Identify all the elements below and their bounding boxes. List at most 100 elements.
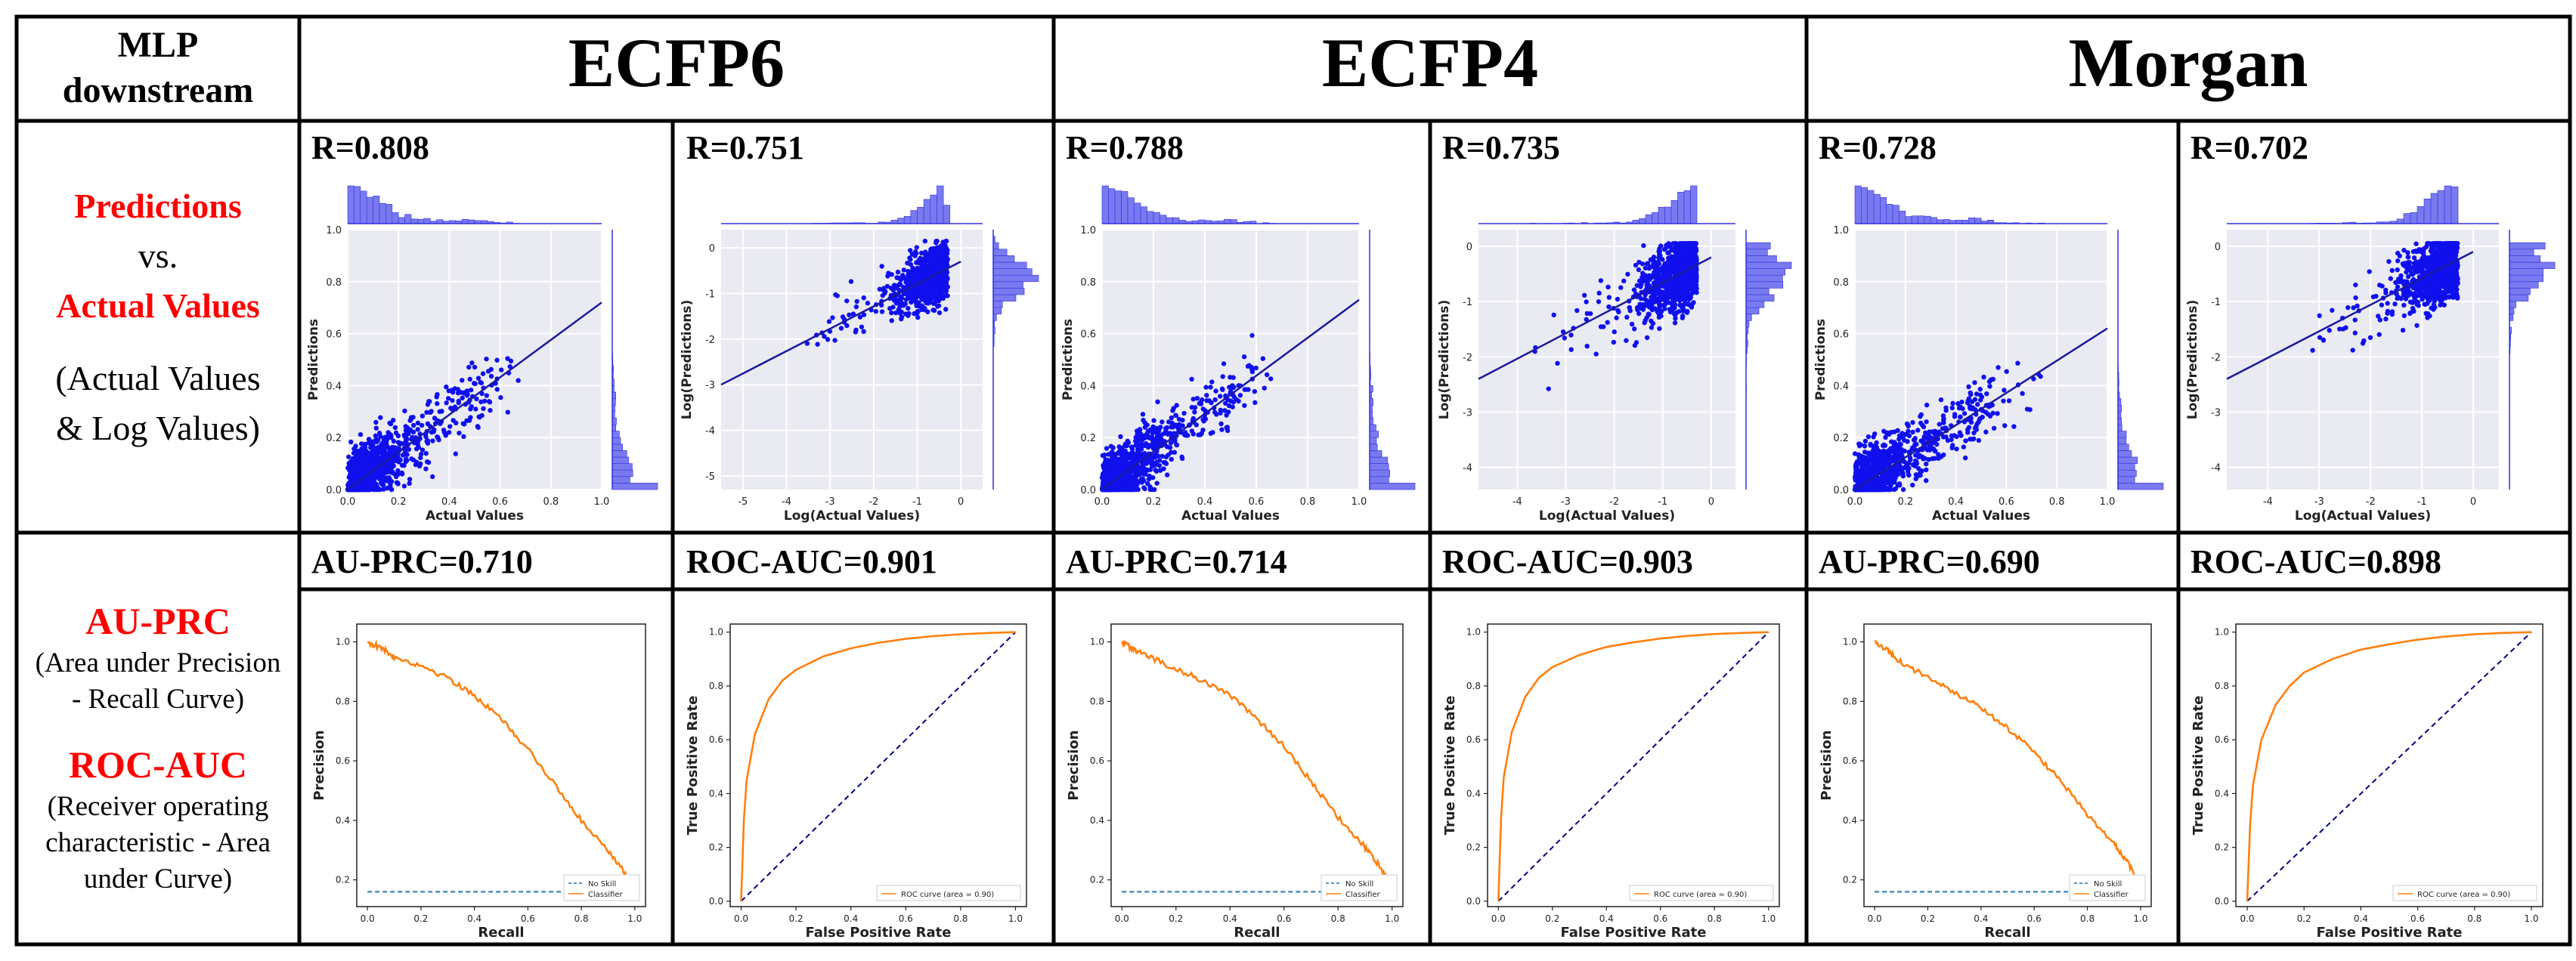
scatter-point (1673, 252, 1679, 258)
scatter-point (1137, 437, 1142, 443)
scatter-point (1974, 421, 1980, 427)
scatter-point (350, 465, 356, 470)
scatter-point (1160, 439, 1165, 445)
scatter-point (365, 452, 370, 457)
marginal-bar-y (1369, 437, 1377, 445)
x-tick-label: -3 (1561, 496, 1571, 508)
scatter-point (488, 373, 494, 379)
scatter-point (918, 250, 924, 256)
scatter-point (1148, 457, 1153, 462)
scatter-point (1862, 443, 1868, 449)
scatter-point (1163, 425, 1169, 431)
scatter-point (418, 451, 424, 457)
scatter-point (1915, 465, 1921, 471)
scatter-point (1957, 414, 1963, 420)
marginal-bar-x (410, 218, 418, 224)
scatter-point (1656, 314, 1662, 320)
marginal-bar-x (1658, 207, 1665, 224)
scatter-point (943, 283, 949, 289)
scatter-point (1682, 241, 1687, 246)
scatter-point (1106, 452, 1111, 457)
scatter-point (1674, 310, 1680, 315)
scatter-point (921, 274, 927, 280)
scatter-point (1252, 400, 1258, 406)
scatter-point (1189, 404, 1195, 410)
scatter-point (478, 379, 483, 385)
x-tick-label: 0 (1708, 496, 1714, 508)
scatter-point (1888, 429, 1894, 435)
scatter-point (1156, 428, 1162, 433)
scatter-point (1949, 445, 1955, 451)
scatter-point (1221, 361, 1227, 366)
scatter-point (346, 454, 351, 459)
scatter-point (494, 387, 500, 392)
marginal-bar-y (1745, 307, 1760, 315)
scatter-point (1954, 447, 1959, 452)
scatter-point (373, 437, 379, 443)
marginal-bar-y (1745, 301, 1765, 308)
scatter-point (1667, 263, 1673, 268)
scatter-point (447, 424, 453, 429)
scatter-point (1629, 321, 1635, 327)
marginal-bar-y (1369, 476, 1389, 484)
r-label-ecfp4-log: R=0.735 (1442, 129, 1560, 166)
scatter-point (1652, 261, 1658, 266)
marginal-bar-x (943, 205, 951, 224)
scatter-point (392, 447, 398, 452)
scatter-point (1858, 456, 1864, 462)
scatter-point (1222, 400, 1228, 406)
scatter-point (915, 314, 921, 320)
scatter-point (507, 364, 512, 369)
scatter-point (1677, 298, 1683, 304)
scatter-point (1642, 320, 1647, 326)
scatter-point (449, 388, 454, 393)
scatter-point (1857, 475, 1862, 480)
scatter-point (1963, 438, 1968, 443)
marginal-bar-x (354, 186, 361, 224)
marginal-bar-y (992, 288, 1025, 295)
scatter-point (505, 356, 510, 361)
scatter-point (912, 268, 917, 274)
scatter-point (1118, 434, 1123, 440)
scatter-point (418, 455, 423, 461)
scatter-point (1926, 456, 1931, 462)
scatter-point (1647, 277, 1652, 283)
scatter-point (1662, 306, 1667, 311)
scatter-point (1155, 453, 1161, 459)
scatter-point (1636, 259, 1642, 265)
scatter-point (381, 487, 386, 492)
scatter-point (1122, 441, 1128, 447)
scatter-point (415, 427, 420, 432)
scatter-point (861, 312, 867, 317)
scatter-point (1981, 374, 1986, 380)
scatter-point (1975, 402, 1980, 407)
scatter-point (1682, 289, 1688, 294)
scatter-point (432, 416, 438, 421)
marginal-bar-x (1230, 219, 1237, 224)
scatter-point (1264, 372, 1270, 378)
scatter-point (853, 304, 859, 310)
metric-ecfp4-prc: AU-PRC=0.714 (1066, 543, 1287, 580)
scatter-point (847, 312, 852, 318)
scatter-point (426, 459, 432, 465)
scatter-point (1134, 442, 1139, 447)
scatter-point (1684, 310, 1690, 315)
scatter-point (356, 450, 361, 456)
scatter-point (445, 396, 451, 401)
scatter-point (938, 245, 943, 250)
x-tick-label: 0.8 (2049, 496, 2065, 508)
scatter-point (1910, 482, 1915, 488)
scatter-point (930, 248, 936, 253)
scatter-point (865, 301, 871, 306)
scatter-point (1655, 268, 1661, 273)
y-tick-label: 0.8 (326, 277, 342, 289)
scatter-point (1974, 391, 1980, 397)
row2-side-label: AU-PRC (Area under Precision - Recall Cu… (17, 597, 299, 898)
scatter-point (915, 265, 921, 271)
scatter-point (1674, 266, 1680, 271)
marginal-bar-x (347, 185, 355, 224)
scatter-point (1560, 329, 1566, 335)
marginal-bar-y (992, 249, 1008, 256)
header-ecfp6: ECFP6 (568, 24, 785, 101)
scatter-point (1870, 449, 1875, 454)
